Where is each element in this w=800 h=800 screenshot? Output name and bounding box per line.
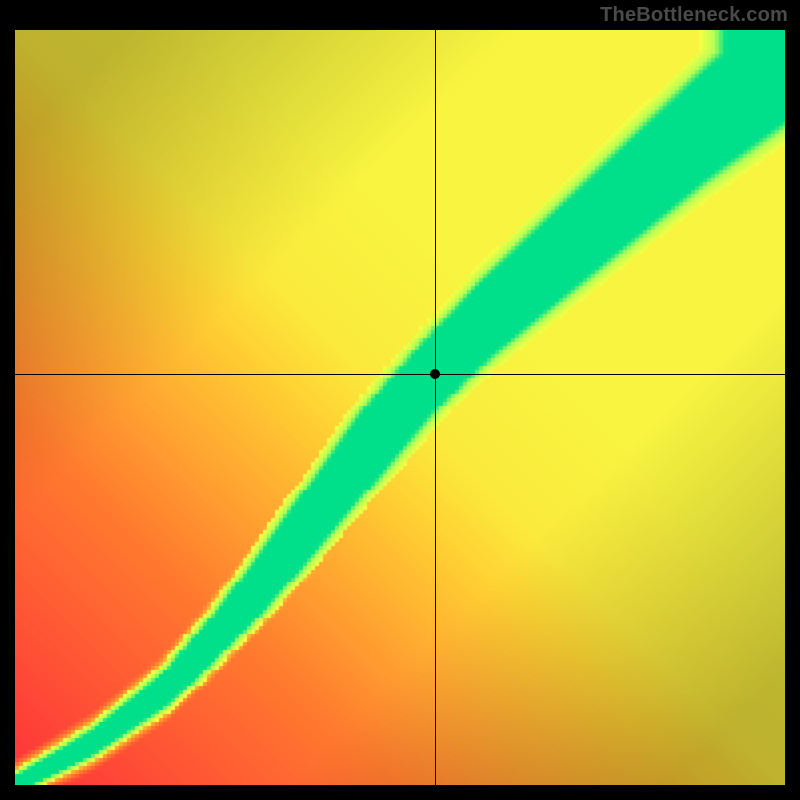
heatmap-canvas: [15, 30, 785, 785]
plot-frame: [15, 30, 785, 785]
crosshair-vertical: [435, 30, 436, 785]
marker-dot: [430, 369, 440, 379]
crosshair-horizontal: [15, 374, 785, 375]
watermark-text: TheBottleneck.com: [600, 4, 788, 27]
chart-container: TheBottleneck.com: [0, 0, 800, 800]
